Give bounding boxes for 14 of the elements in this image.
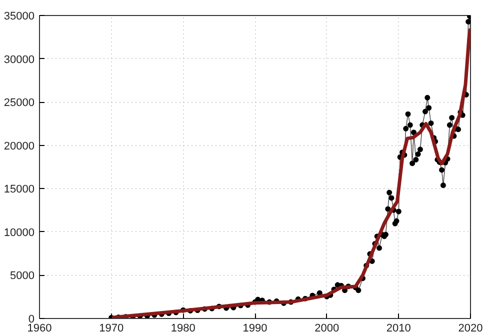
x-tick-label: 1960 [27,322,52,334]
y-tick-label: 25000 [4,97,35,110]
x-tick-label: 2020 [458,322,483,334]
y-tick-label: 10000 [4,226,35,239]
x-tick-label: 1970 [99,322,124,334]
x-tick-label: 2000 [314,322,340,334]
y-tick-label: 15000 [4,184,35,196]
y-tick-label: 5000 [10,270,35,282]
y-tick-label: 20000 [4,140,35,152]
x-tick-label: 2010 [386,322,411,334]
y-tick-label: 35000 [4,10,35,22]
x-tick-label: 1990 [242,322,268,334]
y-tick-label: 30000 [4,54,35,66]
x-tick-label: 1980 [170,322,196,334]
